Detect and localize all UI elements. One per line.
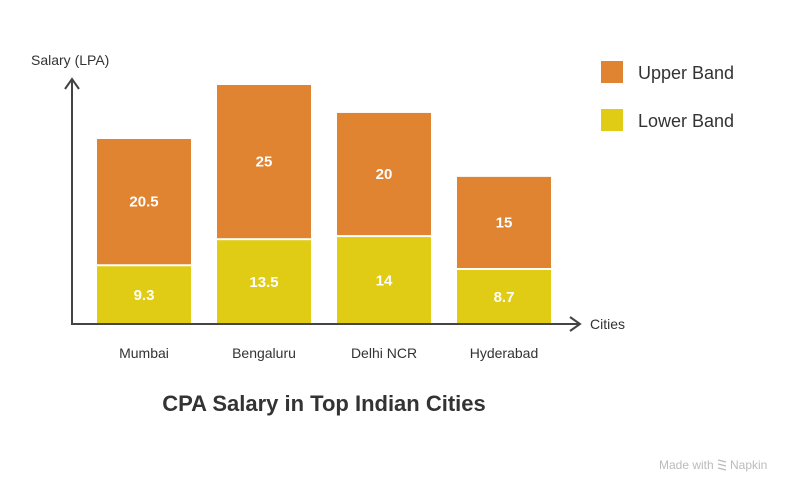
bar-lower-band-hyderabad xyxy=(457,269,551,324)
x-axis xyxy=(71,316,582,332)
x-tick-label: Hyderabad xyxy=(470,345,539,361)
data-label: 20 xyxy=(376,166,393,183)
x-tick-labels: Mumbai Bengaluru Delhi NCR Hyderabad xyxy=(119,345,538,361)
data-label: 20.5 xyxy=(129,194,158,211)
y-axis-label: Salary (LPA) xyxy=(31,52,109,68)
data-label: 9.3 xyxy=(134,287,155,304)
data-label: 8.7 xyxy=(494,289,515,306)
data-label: 15 xyxy=(496,214,513,231)
bar-upper-band-delhi-ncr xyxy=(337,112,431,236)
data-label: 13.5 xyxy=(249,274,278,291)
x-tick-label: Mumbai xyxy=(119,345,169,361)
legend-swatch-lower-band xyxy=(601,109,623,131)
x-axis-label: Cities xyxy=(590,316,625,332)
watermark-brand: Napkin xyxy=(730,458,767,472)
bar-upper-band-mumbai xyxy=(97,139,191,265)
watermark: Made with Napkin xyxy=(659,458,767,472)
bar-upper-band-hyderabad xyxy=(457,176,551,268)
bar-lower-band-delhi-ncr xyxy=(337,237,431,324)
data-label: 25 xyxy=(256,154,273,171)
x-tick-label: Bengaluru xyxy=(232,345,296,361)
napkin-logo-icon xyxy=(717,459,727,471)
bar-lower-band-mumbai xyxy=(97,266,191,324)
legend-swatch-upper-band xyxy=(601,61,623,83)
legend-label-lower-band: Lower Band xyxy=(638,111,734,131)
bar-upper-band-bengaluru xyxy=(217,85,311,239)
bar-lower-band-bengaluru xyxy=(217,240,311,324)
bars: 9.3 20.5 13.5 25 14 20 8.7 15 xyxy=(97,85,551,324)
chart-title: CPA Salary in Top Indian Cities xyxy=(162,391,486,416)
x-tick-label: Delhi NCR xyxy=(351,345,417,361)
watermark-text: Made with xyxy=(659,458,714,472)
legend-label-upper-band: Upper Band xyxy=(638,63,734,83)
y-axis xyxy=(64,77,80,324)
legend: Upper Band Lower Band xyxy=(601,61,734,131)
data-label: 14 xyxy=(376,273,393,290)
